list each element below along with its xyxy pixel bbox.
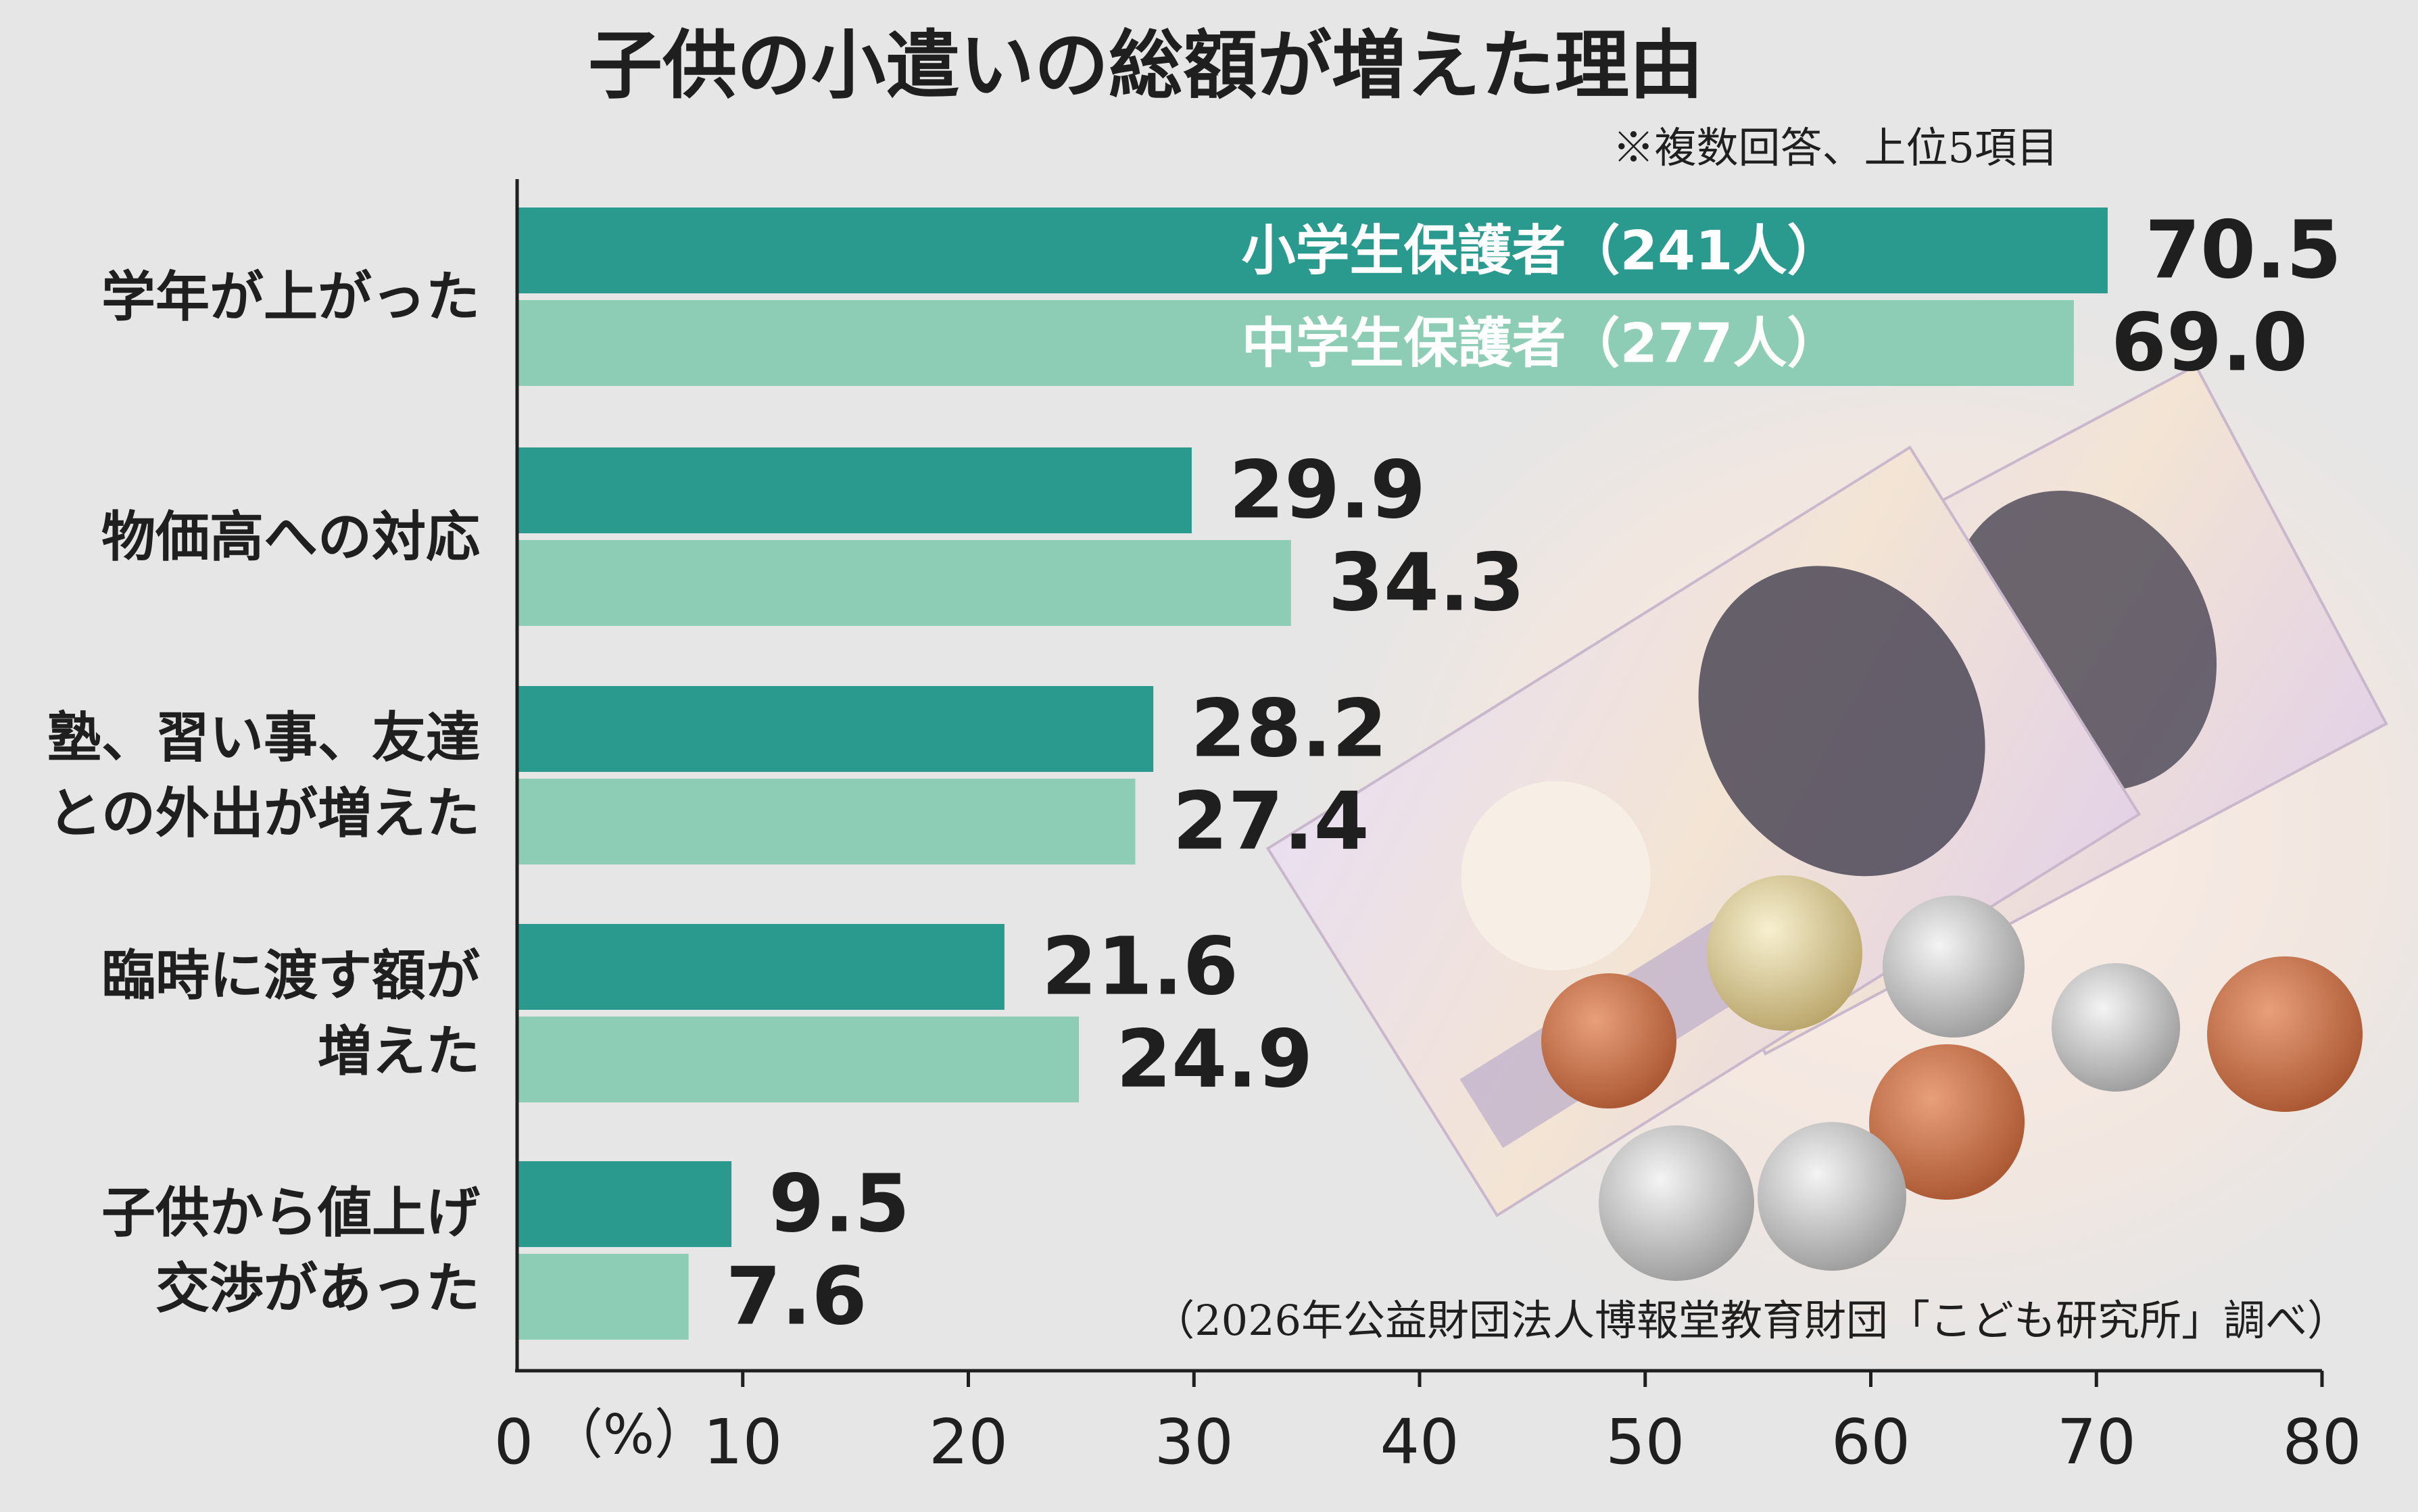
- x-tick-label: 50: [1605, 1406, 1685, 1478]
- value-label: 70.5: [2145, 203, 2342, 297]
- value-label: 9.5: [769, 1157, 910, 1250]
- x-tick-label: 30: [1155, 1406, 1234, 1478]
- legend-entry: 小学生保護者（241人）: [1242, 220, 1841, 283]
- bar-junior-high-2: [518, 540, 1291, 626]
- chart-note: ※複数回答、上位5項目: [1613, 123, 2058, 172]
- x-tick-label: 40: [1380, 1406, 1459, 1478]
- legend: 小学生保護者（241人） 中学生保護者（277人）: [1242, 220, 1841, 375]
- value-label: 24.9: [1116, 1013, 1313, 1106]
- chart-title: 子供の小遣いの総額が増えた理由: [588, 22, 1703, 109]
- chart-source: （2026年公益財団法人博報堂教育財団「こども研究所」調べ）: [1153, 1296, 2349, 1345]
- coins: [1541, 875, 2363, 1281]
- bar-elementary-4: [518, 924, 1005, 1010]
- x-axis-unit-label: （%）: [549, 1403, 708, 1466]
- value-label: 7.6: [726, 1250, 867, 1343]
- category-label: 増えた: [318, 1020, 480, 1083]
- money-photo-decoration: [1217, 223, 2418, 1440]
- bar-elementary-1: [518, 208, 2108, 293]
- x-tick-label: 60: [1831, 1406, 1910, 1478]
- bar-junior-high-4: [518, 1017, 1080, 1102]
- value-label: 69.0: [2111, 296, 2308, 389]
- category-label: 臨時に渡す額が: [101, 944, 480, 1007]
- x-tick-label: 0: [494, 1406, 534, 1478]
- category-label: 子供から値上げ: [101, 1181, 480, 1244]
- bar-elementary-5: [518, 1161, 732, 1247]
- category-label: 物価高への対応: [101, 506, 480, 568]
- value-label: 21.6: [1042, 920, 1238, 1013]
- bar-junior-high-3: [518, 779, 1136, 864]
- value-label: 29.9: [1229, 443, 1426, 537]
- category-label: 塾、習い事、友達: [47, 706, 480, 769]
- value-label: 28.2: [1190, 682, 1387, 775]
- category-label: 学年が上がった: [101, 266, 480, 328]
- legend-entry: 中学生保護者（277人）: [1242, 312, 1841, 375]
- category-label: との外出が増えた: [48, 782, 480, 845]
- bars: [518, 208, 2108, 1340]
- x-tick-label: 70: [2057, 1406, 2136, 1478]
- value-labels: 70.569.0 29.934.3 28.227.4 21.624.9 9.57.6: [726, 203, 2342, 1343]
- value-label: 34.3: [1328, 536, 1525, 629]
- bar-elementary-2: [518, 447, 1192, 533]
- x-tick-label: 80: [2282, 1406, 2361, 1478]
- bar-junior-high-5: [518, 1254, 689, 1340]
- bar-junior-high-1: [518, 300, 2074, 386]
- x-ticks: 0 10 20 30 40 50 60 70 80: [494, 1371, 2362, 1478]
- value-label: 27.4: [1172, 775, 1369, 868]
- x-tick-label: 20: [929, 1406, 1008, 1478]
- category-label: 交渉があった: [155, 1257, 480, 1320]
- category-labels: 学年が上がった物価高への対応塾、習い事、友達との外出が増えた臨時に渡す額が増えた…: [47, 266, 480, 1320]
- bar-elementary-3: [518, 686, 1154, 772]
- x-tick-label: 10: [703, 1406, 782, 1478]
